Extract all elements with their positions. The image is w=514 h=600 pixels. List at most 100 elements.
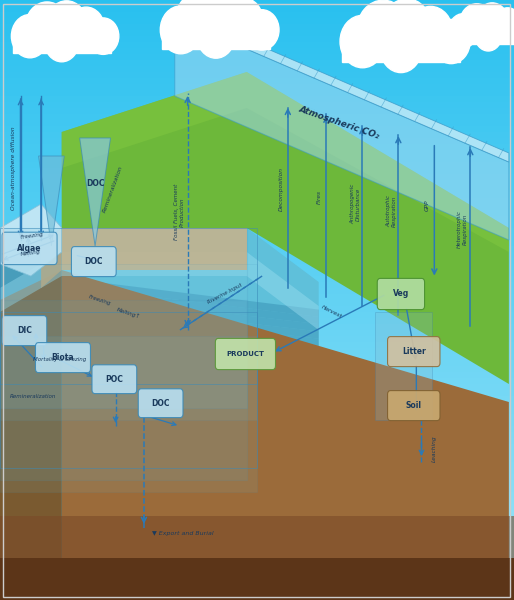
Text: GPP: GPP [425,199,430,211]
Text: DOC: DOC [152,398,170,408]
Polygon shape [0,468,319,491]
Bar [0,372,514,378]
Bar [0,330,514,336]
Text: DOC: DOC [86,179,104,187]
Bar [0,234,514,240]
Circle shape [475,19,502,51]
Bar [0,246,514,252]
Bar [0,564,514,570]
FancyBboxPatch shape [388,337,440,367]
Bar [0,486,514,492]
Bar [0,108,514,114]
Polygon shape [0,485,319,506]
Bar [0,462,514,468]
Text: Harvest: Harvest [321,305,343,319]
Circle shape [197,14,235,58]
Bar [0,570,514,576]
Text: DIC: DIC [17,326,32,335]
Circle shape [460,4,494,44]
Polygon shape [0,311,319,353]
Circle shape [25,2,69,53]
Bar [0,66,514,72]
Bar [0,48,514,54]
FancyBboxPatch shape [2,316,47,346]
Bar [0,558,514,564]
Polygon shape [0,558,514,600]
Bar [0,210,514,216]
Bar [0,174,514,180]
Bar [0,516,514,522]
Text: Melting↑: Melting↑ [116,307,141,320]
Bar [0,546,514,552]
Bar [0,336,514,342]
Bar [0,348,514,354]
Bar [0,0,514,6]
Polygon shape [0,476,319,499]
Polygon shape [0,419,319,448]
Bar [0,324,514,330]
Bar [0,24,514,30]
Bar [0,300,514,306]
Bar [0,390,514,396]
Bar [0,144,514,150]
Bar [162,33,270,49]
Bar [0,552,514,558]
Polygon shape [0,228,62,600]
Text: Biota: Biota [51,353,75,362]
Circle shape [198,0,244,44]
Bar [0,312,514,318]
Polygon shape [0,270,319,317]
Bar [0,132,514,138]
Bar [0,498,514,504]
Polygon shape [175,9,509,162]
FancyBboxPatch shape [2,232,57,265]
Polygon shape [0,493,319,513]
Polygon shape [0,361,319,397]
Bar [0,414,514,420]
FancyBboxPatch shape [71,247,116,277]
Bar [0,444,514,450]
Text: Atmospheric CO₂: Atmospheric CO₂ [298,105,381,141]
Circle shape [476,3,508,41]
Polygon shape [0,228,247,408]
Polygon shape [0,509,319,527]
Circle shape [382,0,432,57]
Polygon shape [0,385,319,419]
Polygon shape [0,402,319,433]
Polygon shape [0,427,319,455]
Bar [0,402,514,408]
Text: ▼ Export and Burial: ▼ Export and Burial [152,532,213,536]
Polygon shape [0,278,319,324]
Polygon shape [0,592,319,600]
Polygon shape [0,228,319,600]
Circle shape [175,0,224,49]
Text: Litter: Litter [402,347,426,356]
Text: Fires: Fires [317,190,322,204]
Bar [0,450,514,456]
Bar [0,198,514,204]
Polygon shape [0,303,319,346]
Text: Freezing: Freezing [21,232,45,240]
Bar [0,582,514,588]
Bar [0,192,514,198]
Polygon shape [0,252,319,330]
Polygon shape [175,18,509,240]
Circle shape [493,8,514,42]
Bar [0,30,514,36]
Text: Veg: Veg [393,289,409,298]
Bar [0,456,514,462]
Bar [0,150,514,156]
Text: Freezing: Freezing [88,294,112,306]
Bar [0,504,514,510]
Bar [0,264,514,270]
Bar [0,252,514,258]
Bar [0,54,514,60]
Circle shape [509,16,514,45]
Text: Soil: Soil [406,401,422,410]
Bar [0,294,514,300]
Bar [0,276,514,282]
Polygon shape [0,377,319,411]
Polygon shape [0,575,319,586]
Bar [0,396,514,402]
Text: Anthropogenic
Disturbance: Anthropogenic Disturbance [350,184,361,224]
